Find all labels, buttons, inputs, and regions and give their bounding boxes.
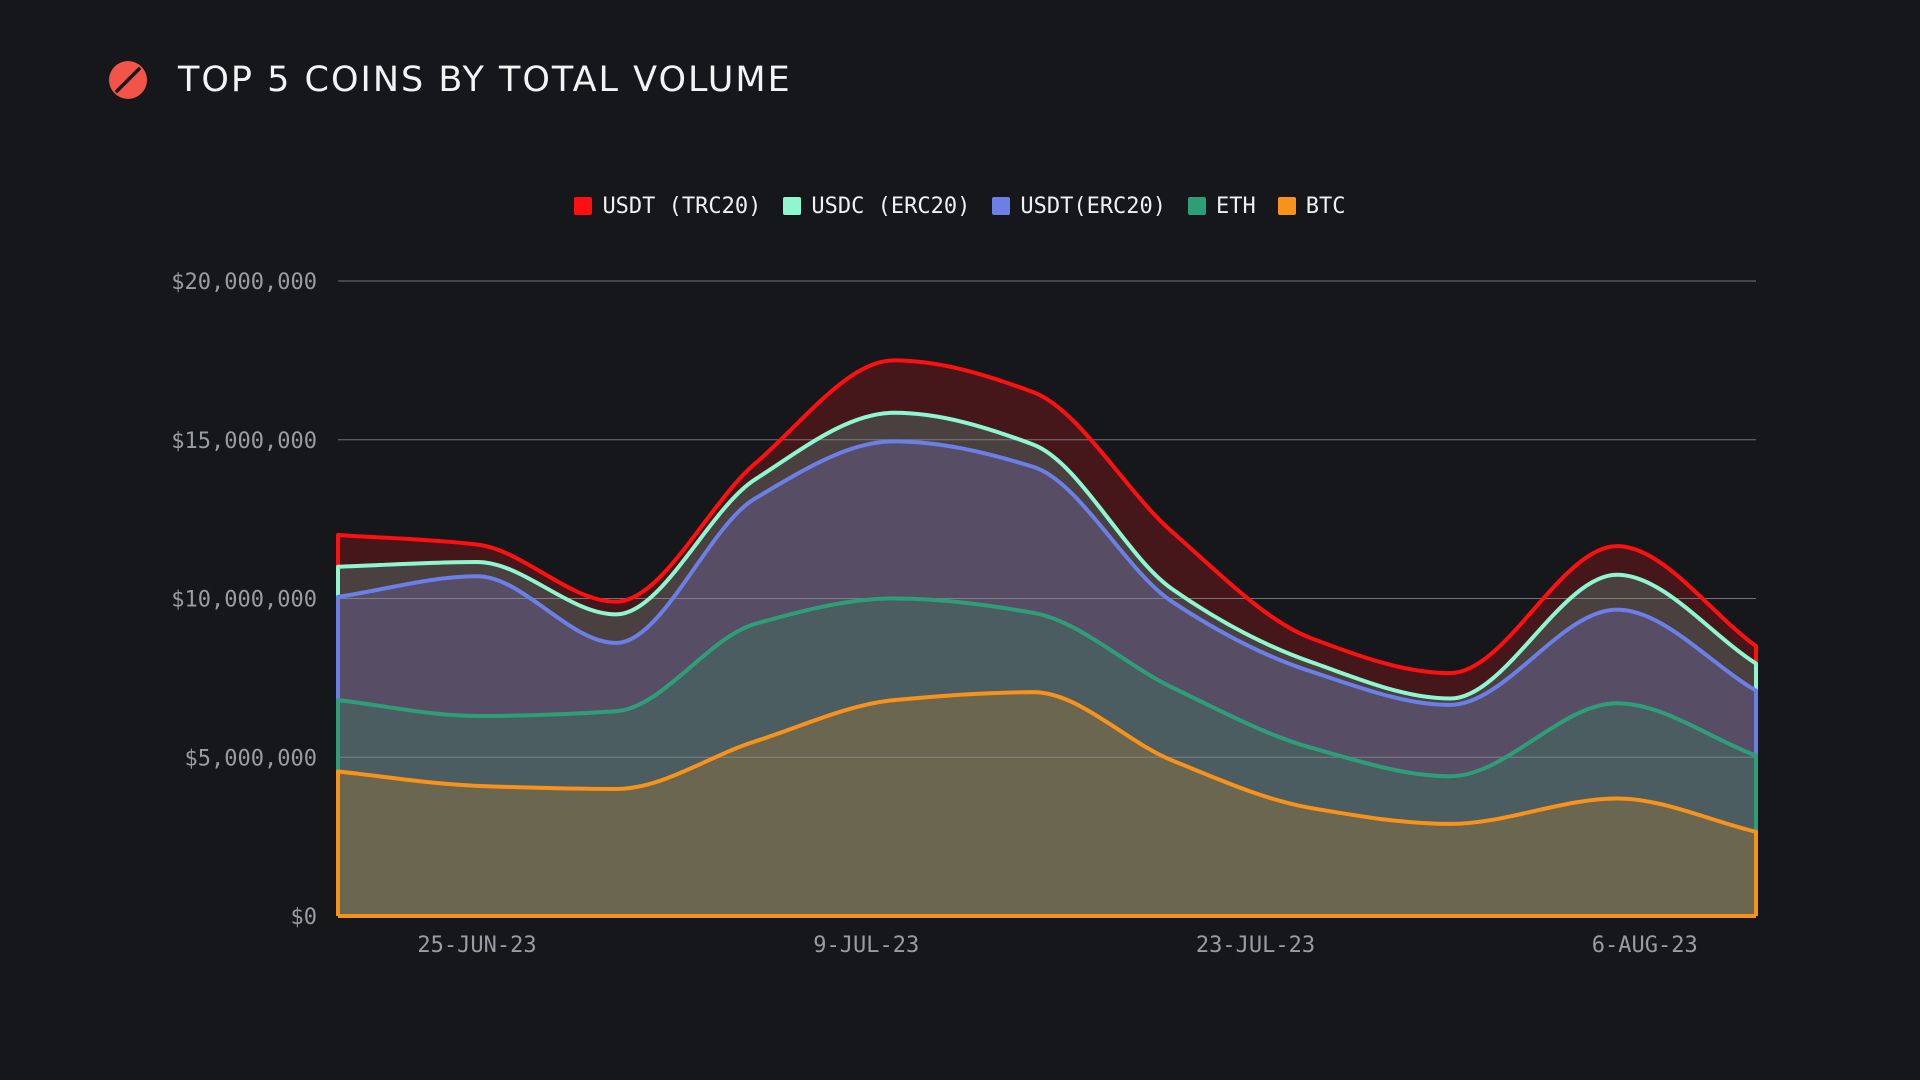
legend-item[interactable]: BTC bbox=[1277, 193, 1346, 219]
y-tick-label: $0 bbox=[291, 905, 318, 930]
x-tick-label: 23-JUL-23 bbox=[1196, 933, 1315, 958]
x-tick-label: 6-AUG-23 bbox=[1592, 933, 1698, 958]
gridlines bbox=[338, 280, 1756, 758]
legend-item[interactable]: USDT(ERC20) bbox=[992, 194, 1166, 219]
chart-title: TOP 5 COINS BY TOTAL VOLUME bbox=[178, 60, 792, 100]
legend-label: BTC bbox=[1305, 193, 1346, 219]
legend-swatch bbox=[783, 197, 802, 215]
area-btc bbox=[338, 692, 1756, 916]
y-tick-label: $20,000,000 bbox=[171, 270, 317, 295]
legend-label: USDT (TRC20) bbox=[602, 193, 762, 219]
legend-label: ETH bbox=[1216, 193, 1256, 219]
legend-swatch bbox=[574, 197, 593, 215]
x-axis-ticks: 25-JUN-23 9-JUL-23 23-JUL-23 6-AUG-23 bbox=[417, 933, 1697, 958]
line-eth bbox=[336, 596, 1758, 916]
slashed-circle-logo-icon bbox=[109, 61, 147, 99]
legend-swatch bbox=[992, 197, 1011, 215]
legend-item[interactable]: USDC (ERC20) bbox=[783, 194, 970, 219]
line-btc bbox=[336, 690, 1758, 916]
chart-legend: USDT (TRC20) USDC (ERC20) USDT(ERC20) ETH BT… bbox=[0, 190, 1920, 222]
x-tick-label: 9-JUL-23 bbox=[813, 933, 919, 958]
x-tick-label: 25-JUN-23 bbox=[417, 933, 536, 958]
chart-header: TOP 5 COINS BY TOTAL VOLUME bbox=[108, 58, 792, 102]
y-tick-label: $5,000,000 bbox=[185, 746, 317, 771]
line-usdc-erc20 bbox=[336, 410, 1758, 916]
legend-item[interactable]: ETH bbox=[1188, 194, 1256, 219]
legend-item[interactable]: USDT (TRC20) bbox=[574, 194, 761, 219]
legend-swatch bbox=[1277, 197, 1296, 215]
series-areas bbox=[338, 360, 1756, 916]
y-tick-label: $15,000,000 bbox=[171, 429, 317, 454]
line-usdt-erc20 bbox=[336, 439, 1758, 916]
legend-label: USDC (ERC20) bbox=[811, 193, 971, 219]
series-lines bbox=[336, 358, 1758, 918]
line-usdt-trc20 bbox=[336, 358, 1758, 916]
y-tick-label: $10,000,000 bbox=[171, 588, 317, 613]
legend-label: USDT(ERC20) bbox=[1020, 193, 1167, 219]
legend-swatch bbox=[1188, 197, 1207, 215]
y-axis-ticks: $0 $5,000,000 $10,000,000 $15,000,000 $20,00… bbox=[171, 270, 317, 930]
